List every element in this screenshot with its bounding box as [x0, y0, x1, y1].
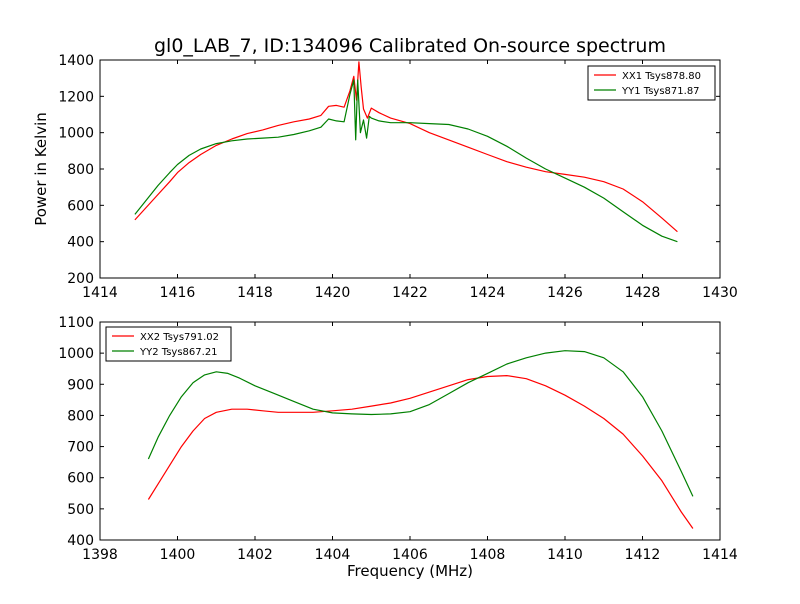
bottom-plot: 1398 1400 1402 1404 1406 1408 1410 1412 1414 400 5…	[58, 315, 738, 580]
x-tick-label: 1398	[82, 547, 118, 563]
x-tick-label: 1408	[470, 547, 506, 563]
x-tick-label: 1416	[160, 285, 196, 301]
y-tick-label: 400	[67, 533, 94, 549]
series-line-2-2	[147, 350, 694, 497]
y-tick-label: 800	[67, 162, 94, 178]
x-tick-label: 1430	[702, 285, 738, 301]
y-tick-label: 900	[67, 377, 94, 393]
y-tick-label: 1000	[58, 126, 94, 142]
y-tick-label: 800	[67, 408, 94, 424]
x-tick-label: 1426	[547, 285, 583, 301]
x-tick-label: 1428	[625, 285, 661, 301]
legend: XX1 Tsys878.80 YY1 Tsys871.87	[587, 65, 716, 101]
legend: XX2 Tsys791.02 YY2 Tsys867.21	[105, 326, 232, 362]
x-tick-label: 1418	[237, 285, 273, 301]
x-axis-label: Frequency (MHz)	[347, 562, 473, 580]
legend-label: XX1 Tsys878.80	[622, 71, 701, 82]
y-tick-label: 1200	[58, 89, 94, 105]
x-tick-label: 1400	[160, 547, 196, 563]
top-plot: 1414 1416 1418 1420 1422 1424 1426 1428 1430 200 4…	[32, 53, 738, 301]
y-tick-label: 200	[67, 271, 94, 287]
legend-label: XX2 Tsys791.02	[140, 332, 219, 343]
x-tick-label: 1420	[315, 285, 351, 301]
series-line-2-1	[147, 375, 694, 529]
x-tick-label: 1404	[315, 547, 351, 563]
x-tick-label: 1424	[470, 285, 506, 301]
x-tick-label: 1410	[547, 547, 583, 563]
y-tick-label: 1100	[58, 315, 94, 331]
legend-box	[587, 65, 716, 101]
y-tick-label: 600	[67, 198, 94, 214]
series-line-1-2	[134, 79, 678, 243]
legend-box	[105, 326, 232, 362]
x-tick-label: 1412	[625, 547, 661, 563]
y-axis-label: Power in Kelvin	[32, 112, 50, 226]
y-tick-label: 500	[67, 502, 94, 518]
x-tick-label: 1422	[392, 285, 428, 301]
series-line-1-1	[134, 61, 678, 233]
legend-label: YY2 Tsys867.21	[139, 347, 218, 358]
x-tick-label: 1414	[702, 547, 738, 563]
y-tick-label: 1000	[58, 346, 94, 362]
x-tick-label: 1406	[392, 547, 428, 563]
y-tick-label: 1400	[58, 53, 94, 69]
y-tick-label: 700	[67, 440, 94, 456]
legend-label: YY1 Tsys871.87	[621, 86, 700, 97]
y-tick-label: 400	[67, 235, 94, 251]
y-tick-label: 600	[67, 471, 94, 487]
chart-title: gl0_LAB_7, ID:134096 Calibrated On-sourc…	[154, 35, 666, 57]
x-tick-label: 1414	[82, 285, 118, 301]
x-tick-label: 1402	[237, 547, 273, 563]
